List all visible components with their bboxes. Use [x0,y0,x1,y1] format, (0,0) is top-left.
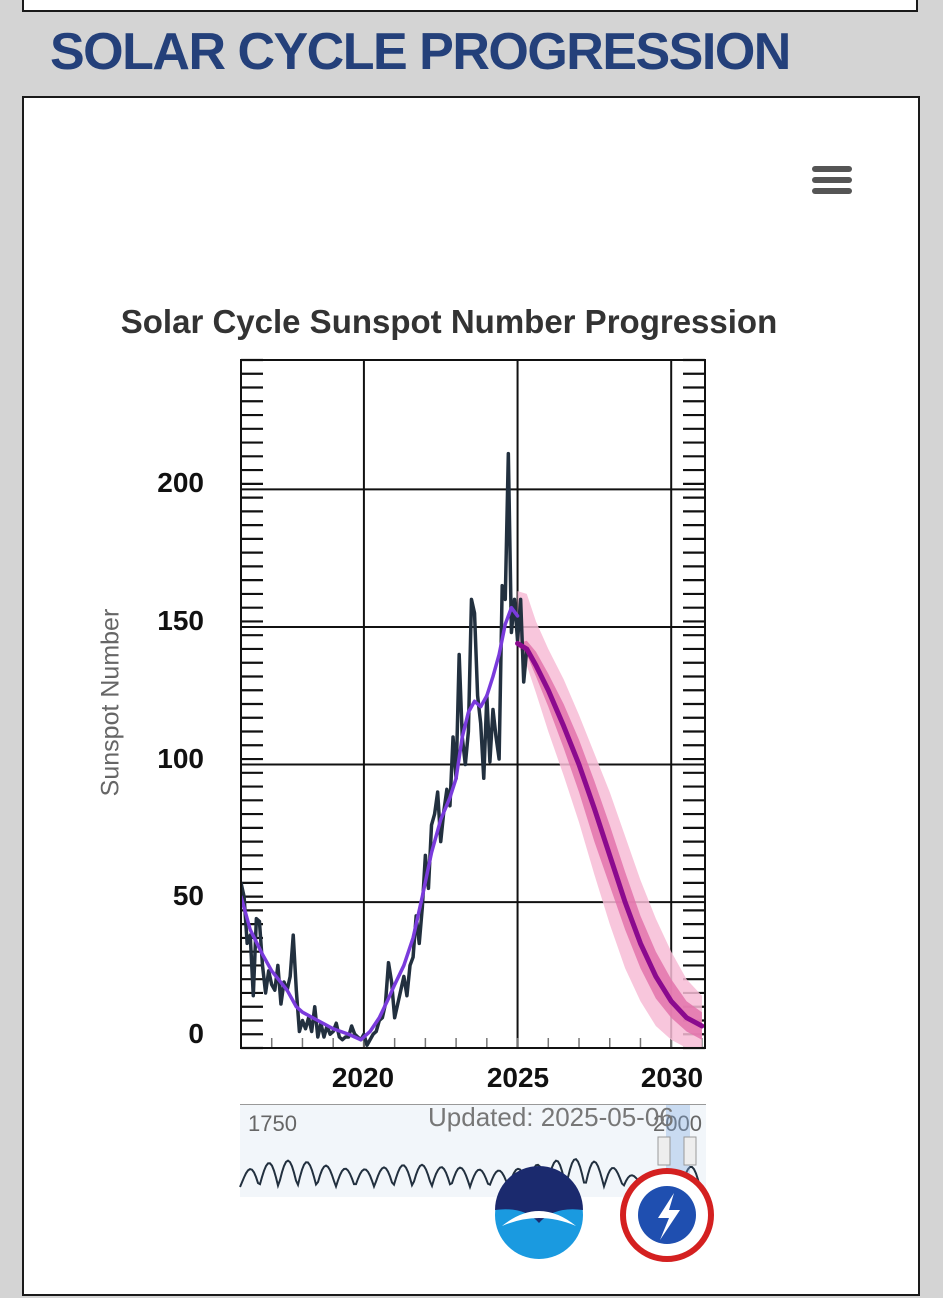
x-tick-label-2025: 2025 [486,1062,550,1093]
y-tick-label-100: 100 [157,743,204,774]
y-tick-label-150: 150 [157,605,204,636]
y-tick-label-50: 50 [172,880,204,911]
x-tick-label-2030: 2030 [640,1062,704,1093]
chart-title: Solar Cycle Sunspot Number Progression [120,303,778,340]
plot-frame [240,359,706,1049]
smoothed-line [241,605,520,1042]
plot-area[interactable] [24,98,922,1298]
navigator-handle[interactable] [683,1136,697,1166]
plot-series-group [241,451,705,1048]
noaa-logo-top [495,1166,583,1223]
navigator-handle[interactable] [657,1136,671,1166]
navigator[interactable]: 1750 2000 [239,1104,706,1197]
logos [495,1166,714,1262]
navigator-start-label: 1750 [248,1111,297,1136]
hamburger-menu-icon [812,166,852,172]
x-tick-label-2020: 2020 [331,1062,395,1093]
updated-label: Updated: 2025-05-06 [428,1102,674,1132]
navigator-end-label: 2000 [653,1111,702,1136]
predicted-line [515,640,705,1029]
y-tick-label-200: 200 [157,467,204,498]
prediction-band-inner [517,640,702,1040]
nws-logo-bolt [658,1193,680,1240]
navigator-line [239,1158,701,1191]
y-tick-label-0: 0 [188,1018,204,1049]
chart-card: Solar Cycle Sunspot Number Progression S… [22,96,920,1296]
chart-menu-button[interactable] [812,166,852,200]
page-heading: SOLAR CYCLE PROGRESSION [50,23,791,81]
previous-card [22,0,918,12]
noaa-logo-gull [502,1211,576,1226]
